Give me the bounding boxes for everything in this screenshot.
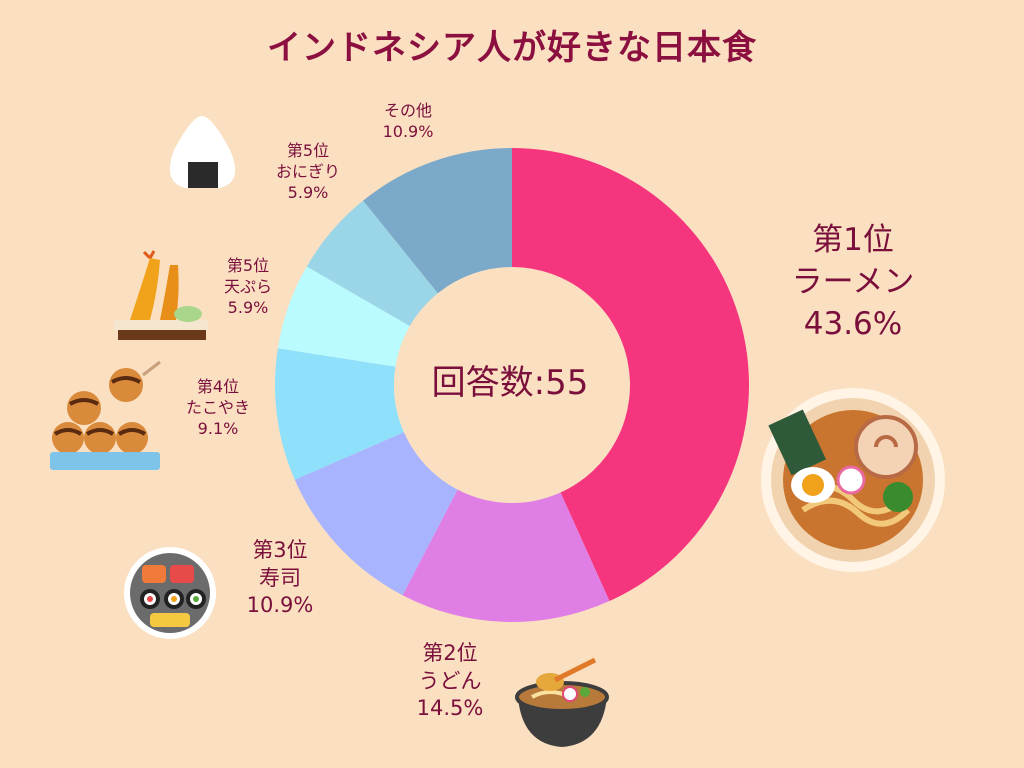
slice-ramen [512,148,749,602]
sushi-icon [124,547,216,639]
slice-tempura [277,266,410,367]
name-ramen: ラーメン [791,263,915,300]
percent-tempura: 5.9% [227,298,269,318]
percent-sushi: 10.9% [246,593,314,618]
rank-sushi: 第3位 [252,538,308,562]
label-onigiri: 第5位 おにぎり 5.9% [253,140,363,203]
slice-udon [402,489,610,622]
tempura-icon [114,250,208,340]
name-takoyaki: たこやき [185,398,250,418]
udon-icon [515,657,609,747]
name-udon: うどん [418,668,482,693]
label-takoyaki: 第4位 たこやき 9.1% [163,376,273,439]
slice-onigiri [306,200,438,326]
slice-other [363,148,512,294]
label-sushi: 第3位 寿司 10.9% [215,537,345,620]
name-sushi: 寿司 [259,565,301,590]
rank-ramen: 第1位 [812,222,894,258]
percent-ramen: 43.6% [803,305,903,342]
name-onigiri: おにぎり [275,162,340,182]
rank-onigiri: 第5位 [286,141,330,160]
label-other: その他 10.9% [353,100,463,142]
rank-tempura: 第5位 [226,256,270,275]
takoyaki-icon [50,360,161,470]
chart-title: インドネシア人が好きな日本食 [267,28,757,68]
label-udon: 第2位 うどん 14.5% [385,640,515,723]
percent-onigiri: 5.9% [287,183,329,203]
percent-udon: 14.5% [416,696,484,721]
name-other: その他 [383,101,432,120]
percent-takoyaki: 9.1% [197,419,239,439]
rank-takoyaki: 第4位 [196,377,240,396]
rank-udon: 第2位 [422,641,478,665]
ramen-icon [761,388,945,572]
label-tempura: 第5位 天ぷら 5.9% [193,255,303,318]
center-label: 回答数:55 [431,363,589,403]
name-tempura: 天ぷら [223,277,272,297]
slice-takoyaki [275,348,404,480]
onigiri-icon [169,116,236,188]
percent-other: 10.9% [382,122,434,142]
label-ramen: 第1位 ラーメン 43.6% [758,220,948,346]
slice-sushi [294,432,458,596]
